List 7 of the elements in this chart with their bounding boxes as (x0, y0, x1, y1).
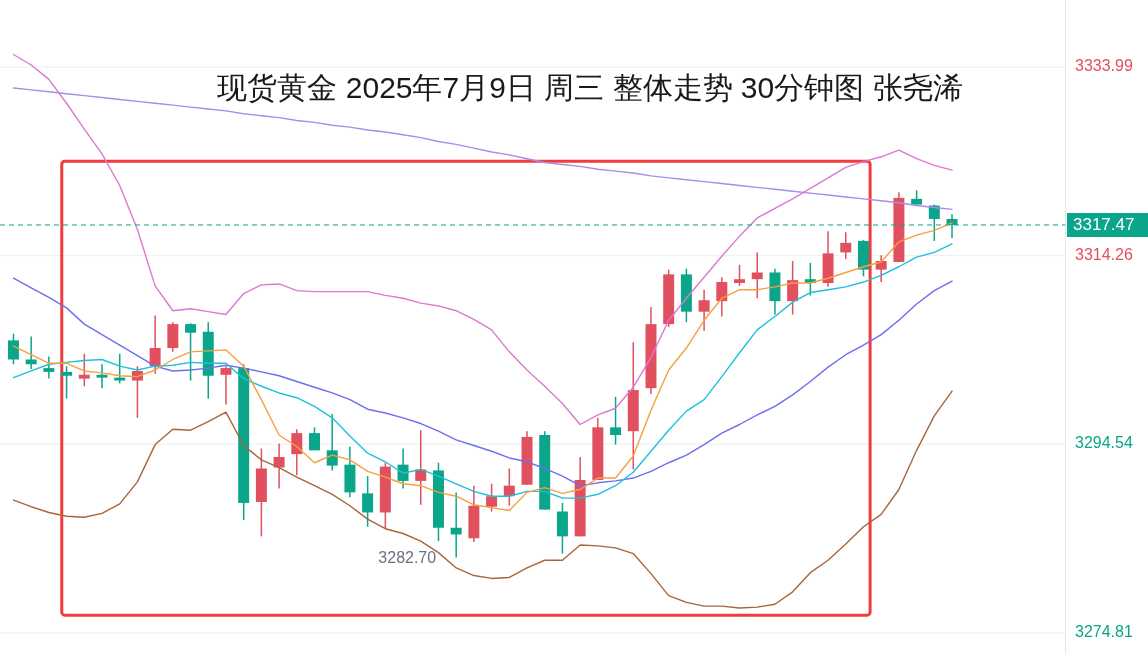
ytick: 3314.26 (1075, 245, 1133, 263)
ref-line-label: 3317.47 (1073, 215, 1135, 235)
ytick: 3274.81 (1075, 623, 1133, 641)
title: 现货黄金 2025年7月9日 周三 整体走势 30分钟图 张尧浠 (217, 71, 963, 104)
annotation: 3282.70 (378, 549, 437, 567)
ytick: 3294.54 (1075, 434, 1133, 452)
ytick: 3333.99 (1075, 57, 1133, 75)
